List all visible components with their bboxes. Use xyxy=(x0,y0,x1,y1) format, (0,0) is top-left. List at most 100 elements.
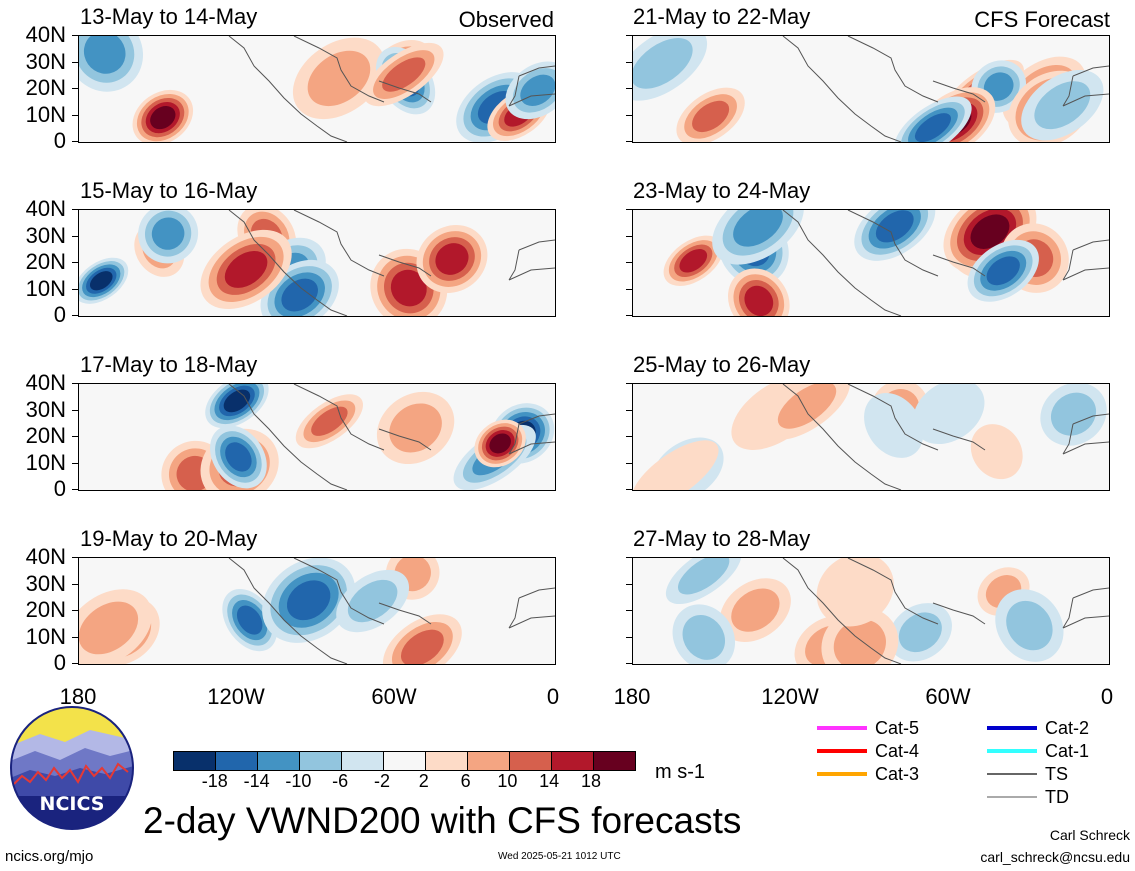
northerly-wind-contour xyxy=(225,442,252,472)
y-tick-mark xyxy=(626,315,632,316)
y-tick-mark xyxy=(626,88,632,89)
panel-title: 19-May to 20-May xyxy=(80,526,258,551)
y-tick-mark xyxy=(626,236,632,237)
northerly-wind-contour xyxy=(912,384,985,445)
x-tick-label: 60W xyxy=(925,684,971,709)
map-panel-forecast-3 xyxy=(632,383,1110,491)
y-tick-label: 10N xyxy=(25,624,66,649)
wind-field xyxy=(79,558,555,664)
y-tick-mark xyxy=(72,262,78,263)
x-tick-label: 120W xyxy=(207,684,265,709)
northerly-wind-contour xyxy=(151,217,185,250)
wind-field xyxy=(633,384,1109,490)
northerly-wind-contour xyxy=(914,113,951,142)
southerly-wind-contour xyxy=(692,100,730,133)
southerly-wind-contour xyxy=(307,50,371,107)
southerly-wind-contour xyxy=(224,250,268,288)
map-panel-observed-3 xyxy=(78,383,556,491)
y-tick-mark xyxy=(626,289,632,290)
coastline xyxy=(782,384,1109,490)
map-panel-forecast-4 xyxy=(632,557,1110,665)
y-tick-mark xyxy=(626,141,632,142)
y-tick-mark xyxy=(72,489,78,490)
colorbar-tick-label: -6 xyxy=(332,771,349,791)
colorbar-swatch xyxy=(468,752,510,770)
observed-label: Observed xyxy=(458,7,554,32)
legend-label: Cat-2 xyxy=(1045,718,1090,738)
colorbar-tick-label: 14 xyxy=(539,771,560,791)
map-panel-observed-2 xyxy=(78,209,556,317)
legend-label: TD xyxy=(1045,787,1069,807)
southerly-wind-contour xyxy=(633,440,719,490)
y-tick-mark xyxy=(72,115,78,116)
y-tick-label: 30N xyxy=(25,397,66,422)
wind-field xyxy=(79,36,555,142)
colorbar-swatch xyxy=(174,752,216,770)
map-panel-forecast-2 xyxy=(632,209,1110,317)
y-tick-mark xyxy=(626,584,632,585)
y-tick-mark xyxy=(626,262,632,263)
y-tick-mark xyxy=(72,637,78,638)
y-tick-mark xyxy=(72,88,78,89)
y-tick-mark xyxy=(626,209,632,210)
southerly-wind-contour xyxy=(389,403,442,453)
y-tick-mark xyxy=(72,289,78,290)
y-tick-mark xyxy=(626,383,632,384)
coastline xyxy=(228,210,555,316)
northerly-wind-contour xyxy=(286,580,331,621)
wind-field xyxy=(633,558,1109,664)
coastline xyxy=(228,384,555,490)
colorbar-tick-label: -10 xyxy=(285,771,312,791)
logo-text: NCICS xyxy=(40,793,105,815)
y-tick-mark xyxy=(72,410,78,411)
southerly-wind-contour xyxy=(435,243,469,275)
northerly-wind-contour xyxy=(1050,392,1097,436)
panel-title: 15-May to 16-May xyxy=(80,178,258,203)
wind-field xyxy=(633,36,1109,142)
northerly-wind-contour xyxy=(83,36,126,74)
y-tick-label: 0 xyxy=(53,128,66,153)
y-tick-mark xyxy=(72,35,78,36)
y-tick-mark xyxy=(626,557,632,558)
legend-swatch xyxy=(817,772,867,776)
northerly-wind-contour xyxy=(677,558,730,595)
y-tick-label: 10N xyxy=(25,450,66,475)
southerly-wind-contour xyxy=(489,433,511,454)
y-tick-mark xyxy=(626,35,632,36)
legend-swatch xyxy=(987,796,1037,798)
y-tick-mark xyxy=(72,557,78,558)
y-tick-label: 0 xyxy=(53,476,66,501)
colorbar xyxy=(173,751,636,771)
colorbar-unit: m s-1 xyxy=(655,761,705,783)
footer-url[interactable]: ncics.org/mjo xyxy=(5,848,94,865)
panel-title: 17-May to 18-May xyxy=(80,352,258,377)
legend-swatch xyxy=(987,773,1037,775)
northerly-wind-contour xyxy=(520,74,555,106)
colorbar-tick-label: -2 xyxy=(373,771,390,791)
x-tick-label: 0 xyxy=(546,684,560,709)
y-tick-mark xyxy=(72,663,78,664)
footer-email[interactable]: carl_schreck@ncsu.edu xyxy=(980,849,1130,865)
y-tick-mark xyxy=(626,610,632,611)
y-tick-mark xyxy=(626,463,632,464)
x-tick-label: 180 xyxy=(59,684,97,709)
y-tick-mark xyxy=(626,62,632,63)
southerly-wind-contour xyxy=(744,285,774,316)
y-tick-mark xyxy=(72,436,78,437)
colorbar-swatch xyxy=(552,752,594,770)
colorbar-tick-label: -14 xyxy=(243,771,270,791)
legend-swatch xyxy=(987,749,1037,753)
coastline xyxy=(228,558,555,664)
northerly-wind-contour xyxy=(864,392,924,458)
legend-label: TS xyxy=(1045,764,1069,784)
x-tick-label: 60W xyxy=(371,684,417,709)
y-tick-mark xyxy=(626,663,632,664)
y-tick-mark xyxy=(72,209,78,210)
y-tick-label: 0 xyxy=(53,650,66,675)
map-panel-observed-1 xyxy=(78,35,556,143)
southerly-wind-contour xyxy=(731,588,780,632)
forecast-label: CFS Forecast xyxy=(974,7,1110,32)
wind-field xyxy=(79,210,555,316)
northerly-wind-contour xyxy=(733,210,783,247)
x-tick-label: 180 xyxy=(613,684,651,709)
